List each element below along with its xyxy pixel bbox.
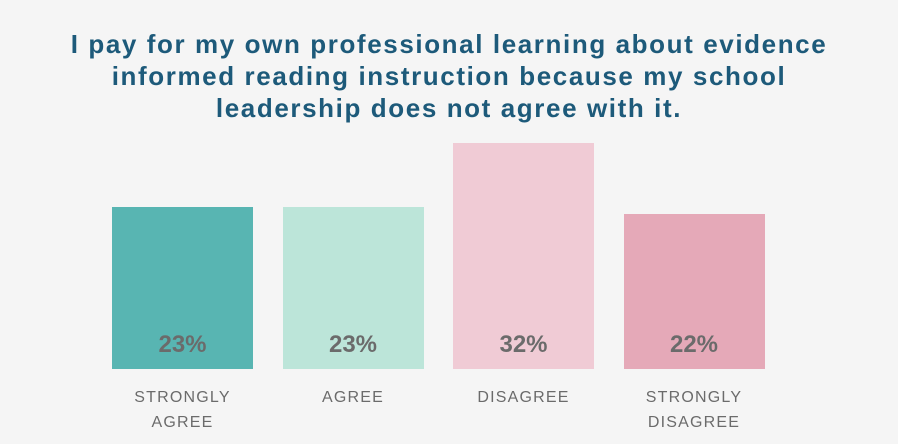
bar: 23% — [282, 206, 424, 369]
bar: 22% — [623, 213, 765, 369]
x-tick-label: STRONGLY DISAGREE — [645, 389, 743, 431]
x-tick-label: AGREE — [321, 389, 384, 406]
x-tick-label: STRONGLY AGREE — [134, 389, 231, 431]
chart-title: I pay for my own professional learning a… — [70, 29, 828, 123]
value-label: 22% — [669, 330, 719, 358]
value-label: 32% — [499, 330, 548, 358]
bar: 23% — [112, 206, 253, 369]
x-tick-label: DISAGREE — [477, 389, 570, 406]
value-label: 23% — [328, 330, 378, 358]
value-label: 23% — [158, 330, 207, 358]
bar: 32% — [453, 143, 594, 369]
